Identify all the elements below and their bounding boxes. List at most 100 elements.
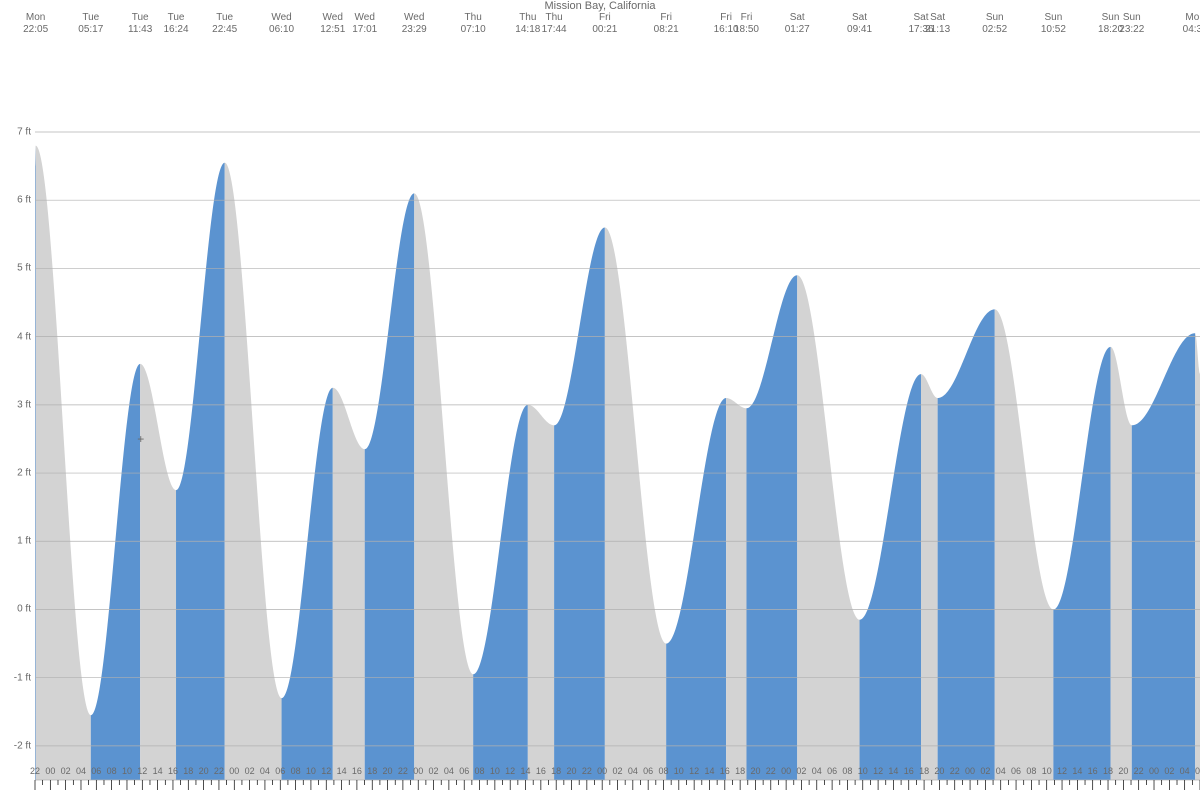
y-tick-label: -1 ft: [6, 672, 31, 683]
extreme-label: Mon22:05: [23, 12, 48, 36]
x-tick-label: 00: [597, 766, 607, 776]
extreme-label: Sat01:27: [785, 12, 810, 36]
x-tick-label: 10: [306, 766, 316, 776]
y-tick-label: 5 ft: [6, 263, 31, 274]
y-tick-label: -2 ft: [6, 740, 31, 751]
x-tick-label: 06: [275, 766, 285, 776]
x-tick-label: 22: [214, 766, 224, 776]
x-tick-label: 18: [1103, 766, 1113, 776]
extreme-label: Fri00:21: [592, 12, 617, 36]
x-tick-label: 02: [612, 766, 622, 776]
extreme-label: Mon04:30: [1183, 12, 1200, 36]
extreme-label: Tue11:43: [128, 12, 152, 36]
extreme-label: Sun10:52: [1041, 12, 1066, 36]
x-tick-label: 02: [61, 766, 71, 776]
x-tick-label: 06: [91, 766, 101, 776]
chart-svg: [0, 0, 1200, 800]
x-tick-label: 20: [1118, 766, 1128, 776]
x-tick-label: 20: [750, 766, 760, 776]
x-tick-label: 00: [413, 766, 423, 776]
extreme-label: Wed17:01: [352, 12, 377, 36]
x-tick-label: 08: [842, 766, 852, 776]
extreme-label: Sun02:52: [982, 12, 1007, 36]
x-tick-label: 02: [245, 766, 255, 776]
x-tick-label: 04: [76, 766, 86, 776]
x-tick-label: 22: [950, 766, 960, 776]
y-tick-label: 0 ft: [6, 604, 31, 615]
x-tick-label: 04: [628, 766, 638, 776]
x-tick-label: 16: [168, 766, 178, 776]
x-tick-label: 06: [643, 766, 653, 776]
extreme-label: Fri18:50: [734, 12, 759, 36]
x-tick-label: 04: [260, 766, 270, 776]
x-tick-label: 12: [505, 766, 515, 776]
x-tick-label: 16: [904, 766, 914, 776]
marker-cross: +: [137, 432, 144, 446]
x-tick-label: 02: [980, 766, 990, 776]
x-tick-label: 02: [429, 766, 439, 776]
x-tick-label: 22: [582, 766, 592, 776]
x-tick-label: 02: [796, 766, 806, 776]
extreme-label: Thu07:10: [461, 12, 486, 36]
x-tick-label: 12: [321, 766, 331, 776]
x-tick-label: 22: [30, 766, 40, 776]
extreme-label: Fri08:21: [654, 12, 679, 36]
x-tick-label: 18: [919, 766, 929, 776]
x-tick-label: 22: [766, 766, 776, 776]
x-tick-label: 14: [153, 766, 163, 776]
x-tick-label: 04: [444, 766, 454, 776]
x-tick-label: 00: [1149, 766, 1159, 776]
x-tick-label: 16: [352, 766, 362, 776]
x-tick-label: 14: [888, 766, 898, 776]
x-tick-label: 12: [873, 766, 883, 776]
x-tick-label: 10: [122, 766, 132, 776]
extreme-label: Sat21:13: [925, 12, 950, 36]
extreme-label: Thu17:44: [542, 12, 567, 36]
x-tick-label: 12: [1057, 766, 1067, 776]
x-tick-label: 16: [1088, 766, 1098, 776]
x-tick-label: 22: [398, 766, 408, 776]
x-tick-label: 00: [229, 766, 239, 776]
x-tick-label: 10: [1042, 766, 1052, 776]
x-tick-label: 20: [566, 766, 576, 776]
x-tick-label: 00: [781, 766, 791, 776]
extreme-label: Wed23:29: [402, 12, 427, 36]
extreme-label: Tue22:45: [212, 12, 237, 36]
extreme-label: Tue05:17: [78, 12, 103, 36]
extreme-label: Sat09:41: [847, 12, 872, 36]
x-tick-label: 04: [812, 766, 822, 776]
x-tick-label: 10: [858, 766, 868, 776]
x-tick-label: 00: [965, 766, 975, 776]
x-tick-label: 02: [1164, 766, 1174, 776]
x-tick-label: 08: [291, 766, 301, 776]
x-tick-label: 10: [674, 766, 684, 776]
x-tick-label: 08: [1026, 766, 1036, 776]
x-tick-label: 16: [536, 766, 546, 776]
extreme-label: Wed06:10: [269, 12, 294, 36]
x-tick-label: 06: [1011, 766, 1021, 776]
x-tick-label: 06: [1195, 766, 1200, 776]
extreme-label: Wed12:51: [320, 12, 345, 36]
chart-title: Mission Bay, California: [0, 0, 1200, 12]
y-tick-label: 6 ft: [6, 195, 31, 206]
y-tick-label: 2 ft: [6, 468, 31, 479]
x-tick-label: 14: [704, 766, 714, 776]
x-tick-label: 06: [459, 766, 469, 776]
x-tick-label: 00: [45, 766, 55, 776]
x-tick-label: 06: [827, 766, 837, 776]
x-tick-label: 08: [107, 766, 117, 776]
x-tick-label: 04: [996, 766, 1006, 776]
x-tick-label: 08: [475, 766, 485, 776]
x-tick-label: 20: [199, 766, 209, 776]
x-tick-label: 20: [383, 766, 393, 776]
extreme-label: Thu14:18: [515, 12, 540, 36]
y-tick-label: 7 ft: [6, 127, 31, 138]
x-tick-label: 14: [1072, 766, 1082, 776]
x-tick-label: 12: [689, 766, 699, 776]
x-tick-label: 10: [490, 766, 500, 776]
x-tick-label: 22: [1134, 766, 1144, 776]
x-tick-label: 18: [183, 766, 193, 776]
x-tick-label: 08: [658, 766, 668, 776]
y-tick-label: 1 ft: [6, 536, 31, 547]
y-tick-label: 4 ft: [6, 331, 31, 342]
